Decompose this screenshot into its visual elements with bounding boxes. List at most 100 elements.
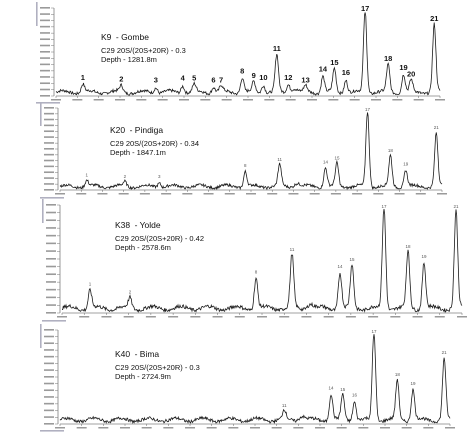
panel-3-x-tick-label <box>279 316 290 318</box>
panel-3-x-tick-label <box>457 316 467 318</box>
panel-1-x-tick-label <box>72 99 83 101</box>
panel-4-sample: K40 <box>115 349 131 359</box>
panel-1-y-tick-label <box>40 95 50 97</box>
peak-label: 3 <box>154 75 158 84</box>
panel-3-y-tick-label <box>46 242 56 245</box>
peak-label: 2 <box>119 75 123 84</box>
panel-3-y-tick-label <box>46 288 56 291</box>
panel-4-info: K40 - Bima C29 20S/(20S+20R) - 0.3 Depth… <box>115 343 200 382</box>
panel-1-x-tick-label <box>157 99 168 101</box>
panel-1-y-tick-label <box>40 7 50 9</box>
panel-4-y-tick-label <box>44 362 54 365</box>
peak-label: 2 <box>129 290 132 295</box>
panel-3-x-tick-label <box>79 316 90 318</box>
peak-label: 14 <box>323 159 329 164</box>
panel-2-x-tick-label <box>55 193 65 195</box>
panel-1-depth: Depth - 1281.8m <box>101 55 157 65</box>
panel-3-x-tick-label <box>301 316 312 318</box>
panel-3-x-tick-label <box>412 316 423 318</box>
panel-3-x-tick-label <box>168 316 179 318</box>
panel-4-x-tick-label <box>228 427 239 429</box>
peak-label: 17 <box>371 329 377 334</box>
panel-3-info: K38 - Yolde C29 20S/(20S+20R) - 0.42 Dep… <box>115 214 204 253</box>
peak-label: 16 <box>342 68 350 77</box>
panel-2-y-tick-label <box>44 124 54 127</box>
panel-4-x-tick-label <box>141 427 152 429</box>
panel-1-x-tick-label <box>349 99 360 101</box>
panel-4-x-tick-label <box>380 427 390 429</box>
panel-1-x-title <box>36 102 60 104</box>
panel-2-x-tick-label <box>76 193 87 195</box>
panel-2-y-tick-label <box>44 136 54 138</box>
peak-label: 18 <box>395 372 401 377</box>
peak-label: 10 <box>259 73 267 82</box>
peak-label: 15 <box>334 156 340 161</box>
peak-label: 20 <box>407 70 415 79</box>
panel-3-ratio: C29 20S/(20S+20R) - 0.42 <box>115 234 205 243</box>
panel-3-y-tick-label <box>46 296 56 299</box>
peak-label: 11 <box>277 157 282 162</box>
panel-2-x-tick-label <box>97 193 108 195</box>
panel-4-y-tick-label <box>44 396 54 398</box>
peak-label: 21 <box>453 204 459 209</box>
panel-1-info: K9 - Gombe C29 20S/(20S+20R) - 0.3 Depth… <box>101 26 186 65</box>
panel-3-depth: Depth - 2578.6m <box>115 243 171 253</box>
panel-4-x-tick-label <box>120 427 130 429</box>
peak-label: 15 <box>340 387 346 392</box>
panel-4-y-title <box>40 324 42 348</box>
panel-3-y-tick-label <box>46 211 56 214</box>
peak-label: 8 <box>244 163 247 168</box>
peak-label: 6 <box>211 75 215 84</box>
panel-4-trace <box>59 334 451 425</box>
panel-2-sample: K20 <box>110 125 126 135</box>
panel-4-y-tick-label <box>44 376 54 378</box>
panel-4-sep: - <box>134 349 140 359</box>
panel-4-x-tick-label <box>445 427 455 429</box>
panel-2-x-tick-label <box>161 193 172 195</box>
panel-2-y-tick-label <box>44 171 54 174</box>
panel-4-x-tick-label <box>76 427 87 429</box>
panel-4-y-tick-label <box>44 349 54 351</box>
panel-2-y-tick-label <box>44 118 54 121</box>
peak-label: 15 <box>349 257 355 262</box>
panel-3-x-tick-label <box>190 316 201 318</box>
peak-label: 21 <box>430 14 438 23</box>
panel-2-x-tick-label <box>309 193 320 195</box>
panel-2-x-tick-label <box>118 193 129 195</box>
peak-label: 19 <box>403 162 409 167</box>
peak-label: 19 <box>399 63 407 72</box>
panel-2-x-tick-label <box>139 193 150 195</box>
panel-3-x-tick-label <box>145 316 156 318</box>
peak-label: 14 <box>319 65 328 74</box>
peak-label: 18 <box>405 244 411 249</box>
panel-3-y-tick-label <box>46 258 56 260</box>
peak-label: 4 <box>181 74 186 83</box>
panel-1-y-tick-label <box>40 57 50 59</box>
panel-2-sep: - <box>129 125 135 135</box>
peak-label: 18 <box>388 148 394 153</box>
peak-label: 8 <box>240 66 244 75</box>
panel-2-x-tick-label <box>267 193 278 195</box>
panel-1-y-tick-label <box>40 88 50 91</box>
peak-label: 12 <box>284 73 292 82</box>
panel-3-y-tick-label <box>46 204 56 206</box>
panel-2-x-tick-label <box>224 193 235 195</box>
panel-2-x-tick-label <box>246 193 256 195</box>
panel-4-x-tick-label <box>401 427 412 429</box>
panel-3-x-tick-label <box>434 316 445 318</box>
panel-1-x-tick-label <box>392 99 403 101</box>
panel-2-y-title <box>40 102 42 126</box>
panel-1-x-tick-label <box>435 99 445 101</box>
panel-1-sample: K9 <box>101 32 112 42</box>
panel-3-x-tick-label <box>323 316 334 318</box>
panel-3-x-title <box>42 320 66 322</box>
panel-3-trace <box>62 208 463 313</box>
peak-label: 1 <box>81 73 85 82</box>
panel-1-formation: Gombe <box>121 32 149 42</box>
panel-1-x-tick-label <box>51 99 61 101</box>
panel-1-y-tick-label <box>40 13 50 15</box>
panel-1-y-tick-label <box>40 82 50 85</box>
panel-1-y-tick-label <box>40 38 50 41</box>
panel-4-x-tick-label <box>163 427 174 429</box>
